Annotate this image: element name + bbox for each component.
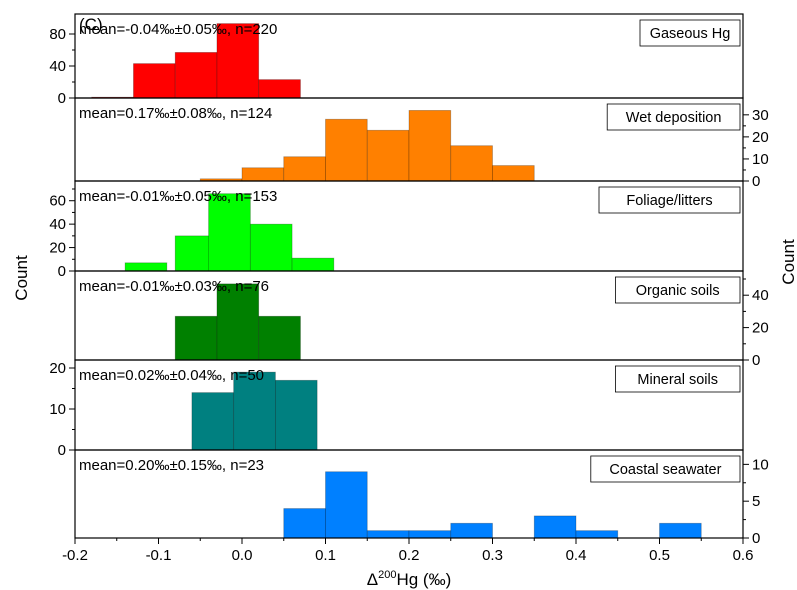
- y-tick-label: 40: [752, 287, 769, 304]
- legend-label: Gaseous Hg: [650, 26, 731, 42]
- legend-box: [590, 455, 741, 483]
- panel-label: (C): [79, 15, 103, 34]
- y-tick-label: 0: [58, 263, 66, 280]
- panel-annotation: mean=0.17‰±0.08‰, n=124: [79, 105, 272, 122]
- bar: [249, 223, 293, 272]
- y-tick-label: 10: [752, 151, 769, 168]
- bar: [174, 315, 218, 361]
- y-tick-label: 10: [752, 456, 769, 473]
- x-tick-label: 0.3: [482, 547, 503, 564]
- legend-box: [615, 276, 741, 304]
- legend-box: [639, 19, 741, 47]
- legend-label: Organic soils: [636, 283, 720, 299]
- y-tick-label: 0: [58, 442, 66, 459]
- bar: [575, 530, 619, 539]
- panel-foliage-litters: 0 20 40 60 mean=-0.01‰±0.05‰, n=153 Foliage/l…: [49, 180, 744, 280]
- y-tick-label: 20: [752, 129, 769, 146]
- y-tick-label: 0: [752, 352, 760, 369]
- legend-label: Coastal seawater: [609, 462, 721, 478]
- y-tick-label: 40: [49, 58, 66, 75]
- bar: [216, 23, 260, 99]
- x-tick-label: 0.1: [315, 547, 336, 564]
- legend-label: Wet deposition: [626, 110, 722, 126]
- bar: [133, 63, 176, 99]
- y-axis-title-right: Count: [779, 239, 797, 285]
- bar: [325, 471, 368, 539]
- bar: [366, 129, 410, 182]
- panel-annotation: mean=0.02‰±0.04‰, n=50: [79, 367, 264, 384]
- bar: [274, 379, 318, 451]
- y-axis-title-left: Count: [12, 255, 31, 301]
- bar: [124, 262, 168, 272]
- bar: [659, 522, 702, 539]
- x-tick-label: -0.2: [62, 547, 88, 564]
- bar: [241, 167, 285, 182]
- bar: [191, 392, 235, 451]
- y-tick-label: 0: [58, 90, 66, 107]
- bar: [492, 165, 535, 182]
- panel-wet-deposition: 0 10 20 30 mean=0.17‰±0.08‰, n=124 Wet deposi…: [74, 97, 769, 190]
- x-tick-label: 0.4: [566, 547, 587, 564]
- y-tick-label: 0: [752, 173, 760, 190]
- panel-organic-soils: 0 20 40 mean=-0.01‰±0.03‰, n=76 Organic soil…: [74, 270, 769, 369]
- x-tick-label: 0.5: [649, 547, 670, 564]
- y-tick-label: 10: [49, 401, 66, 418]
- bar: [450, 522, 493, 539]
- y-tick-label: 80: [49, 26, 66, 43]
- y-tick-label: 60: [49, 193, 66, 210]
- panel-coastal-seawater: 0 5 10 mean=0.20‰±0.15‰, n=23 Coastal seawat…: [74, 449, 769, 547]
- legend-box: [598, 186, 741, 214]
- bar: [291, 257, 335, 272]
- panel-annotation: mean=0.20‰±0.15‰, n=23: [79, 457, 264, 474]
- bar: [258, 315, 301, 361]
- bar: [366, 530, 410, 539]
- x-tick-label: 0.6: [733, 547, 754, 564]
- bar: [450, 145, 493, 182]
- y-tick-label: 20: [49, 360, 66, 377]
- panel-annotation: mean=-0.01‰±0.05‰, n=153: [79, 188, 277, 205]
- x-tick-label: 0.2: [399, 547, 420, 564]
- bar: [258, 79, 301, 99]
- y-tick-label: 20: [752, 320, 769, 337]
- panel-gaseous-hg: 0 40 80 mean=-0.04‰±0.05‰, n=220 Gaseous Hg: [49, 13, 744, 107]
- bar: [408, 530, 452, 539]
- bar: [283, 156, 326, 182]
- y-tick-label: 0: [752, 530, 760, 547]
- bar: [208, 193, 251, 272]
- x-tick-label: 0.0: [232, 547, 253, 564]
- legend-label: Mineral soils: [637, 372, 718, 388]
- bar: [283, 508, 326, 539]
- legend-box: [606, 103, 741, 131]
- panel-annotation: mean=-0.01‰±0.03‰, n=76: [79, 278, 269, 295]
- bar: [533, 515, 577, 539]
- x-axis: -0.2 -0.1 0.0 0.1 0.2 0.3 0.4 0.5 0.6: [62, 538, 753, 564]
- x-tick-label: -0.1: [146, 547, 172, 564]
- bar: [174, 52, 218, 99]
- y-tick-label: 20: [49, 240, 66, 257]
- legend-box: [615, 365, 741, 393]
- legend-label: Foliage/litters: [626, 193, 712, 209]
- bar: [408, 110, 452, 182]
- panel-annotation: mean=-0.04‰±0.05‰, n=220: [79, 21, 277, 38]
- panel-mineral-soils: 0 10 20 mean=0.02‰±0.04‰, n=50 Mineral soils: [49, 359, 744, 459]
- y-tick-label: 40: [49, 216, 66, 233]
- y-tick-label: 30: [752, 107, 769, 124]
- y-tick-label: 5: [752, 493, 760, 510]
- x-axis-title: Δ200Hg (‰): [367, 569, 452, 589]
- bar: [216, 283, 260, 361]
- bar: [325, 118, 368, 182]
